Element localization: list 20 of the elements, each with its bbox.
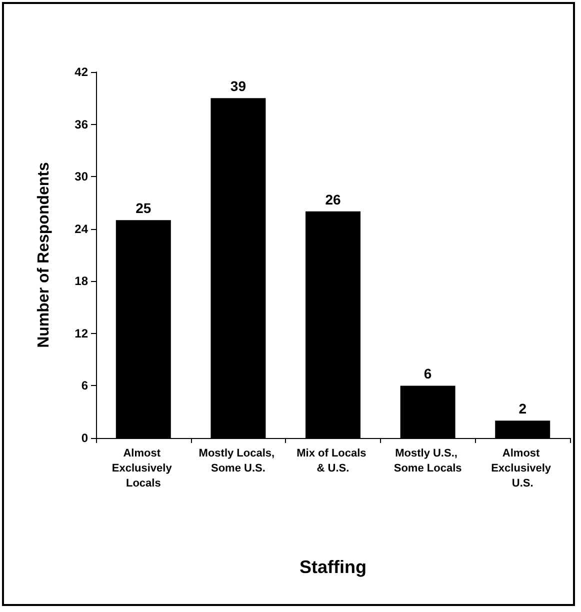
y-axis-title: Number of Respondents: [36, 162, 52, 348]
data-label: 26: [325, 191, 341, 208]
y-tick-label: 0: [81, 431, 88, 445]
data-label: 2: [518, 400, 527, 417]
y-tick-label: 12: [74, 326, 88, 340]
x-tick-label: Mostly Locals, Some U.S.: [198, 448, 278, 474]
y-tick-label: 42: [74, 65, 88, 79]
y-tick-label: 30: [74, 170, 88, 184]
x-tick-label: Almost Exclusively U.S.: [491, 448, 554, 490]
x-tick-label: Almost Exclusively Locals: [112, 448, 175, 490]
x-tick-label: Mostly U.S., Some Locals: [394, 448, 462, 474]
data-label: 25: [136, 200, 152, 216]
y-tick-label: 18: [74, 274, 88, 288]
y-tick-label: 6: [81, 378, 88, 393]
x-tick-label: Mix of Locals & U.S.: [296, 448, 370, 474]
y-tick-label: 36: [74, 117, 88, 132]
data-label: 39: [230, 78, 246, 94]
data-label: 6: [424, 366, 432, 382]
y-tick-label: 24: [74, 222, 88, 236]
x-axis-title: Staffing: [300, 557, 366, 577]
